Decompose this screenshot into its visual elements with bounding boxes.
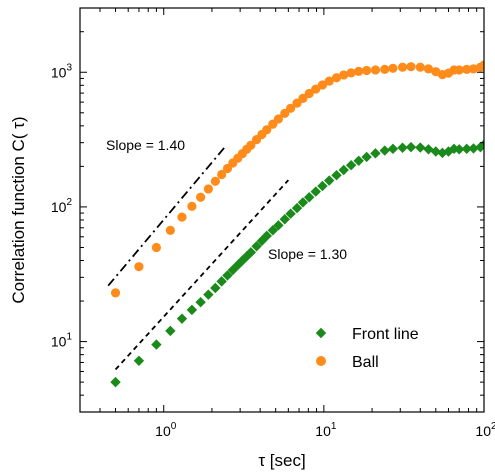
fit-label-slope-1-40: Slope = 1.40 xyxy=(106,137,185,153)
ball-point xyxy=(177,212,187,222)
fit-label-slope-1-30: Slope = 1.30 xyxy=(268,246,347,262)
y-tick-label: 101 xyxy=(51,332,73,350)
front-line-point xyxy=(345,160,357,171)
front-line-point xyxy=(353,155,364,167)
ball-point xyxy=(362,65,372,76)
ball-point xyxy=(479,60,484,70)
front-line-point xyxy=(279,214,290,225)
ball-point xyxy=(462,64,472,74)
front-line-point xyxy=(468,143,479,154)
ball-point xyxy=(380,64,390,74)
ball-point xyxy=(346,68,356,78)
front-line-point xyxy=(379,145,390,156)
ball-point xyxy=(165,225,175,235)
y-tick-label: 102 xyxy=(51,197,73,215)
front-line-point xyxy=(297,197,309,208)
fit-line-slope-1-40 xyxy=(107,145,227,287)
ball-point xyxy=(196,192,206,202)
ball-point xyxy=(262,125,272,135)
ball-point xyxy=(187,201,197,211)
x-tick-label: 102 xyxy=(475,421,495,439)
front-line-point xyxy=(222,270,233,281)
ball-point xyxy=(415,62,425,72)
front-line-point xyxy=(251,241,262,252)
ball-point xyxy=(298,93,308,103)
ball-point xyxy=(246,140,256,150)
ball-point xyxy=(331,73,342,83)
front-line-point xyxy=(397,142,408,153)
legend-marker-front-line xyxy=(315,327,327,339)
front-line-point xyxy=(317,180,328,192)
front-line-point xyxy=(203,289,214,300)
front-line-point xyxy=(310,186,321,197)
front-line-point xyxy=(361,151,372,163)
front-line-point xyxy=(430,146,441,157)
x-tick-label: 101 xyxy=(315,421,337,439)
ball-point xyxy=(304,88,314,99)
ball-point xyxy=(110,288,121,298)
front-line-point xyxy=(453,144,465,155)
front-line-point xyxy=(110,376,121,388)
ball-point xyxy=(273,114,283,124)
ball-point xyxy=(406,62,416,72)
front-line-point xyxy=(261,230,272,242)
ball-point xyxy=(397,62,408,72)
y-axis-label: Correlation function C( τ) xyxy=(9,116,28,303)
front-line-point xyxy=(304,192,315,203)
x-tick-label: 100 xyxy=(155,421,177,439)
ball-point xyxy=(151,242,162,253)
front-line-point xyxy=(232,259,243,271)
front-line-point xyxy=(245,247,257,258)
ball-point xyxy=(388,63,398,73)
ball-point xyxy=(454,65,464,75)
front-line-point xyxy=(151,339,162,350)
legend-marker-ball xyxy=(316,356,326,366)
series-front-line xyxy=(110,139,484,388)
front-line-point xyxy=(195,297,206,308)
front-line-point xyxy=(186,304,198,316)
ball-point xyxy=(324,76,334,86)
front-line-point xyxy=(210,282,221,294)
ball-point xyxy=(339,70,349,80)
legend-label-front-line: Front line xyxy=(352,326,419,343)
ball-point xyxy=(210,176,220,186)
legend-label-ball: Ball xyxy=(352,354,379,371)
ball-point xyxy=(134,262,144,272)
front-line-point xyxy=(291,202,303,214)
x-axis-label: τ [sec] xyxy=(258,451,305,470)
front-line-point xyxy=(448,143,460,155)
y-tick-label: 103 xyxy=(51,62,73,80)
front-line-point xyxy=(415,142,426,153)
ball-point xyxy=(423,64,434,74)
front-line-point xyxy=(267,225,279,236)
ball-point xyxy=(370,65,381,75)
front-line-point xyxy=(216,276,227,287)
front-line-point xyxy=(237,255,248,266)
ball-point xyxy=(317,80,328,90)
front-line-point xyxy=(176,313,188,324)
ball-point xyxy=(354,66,364,76)
front-line-point xyxy=(370,148,381,159)
front-line-point xyxy=(285,208,296,219)
fit-line-slope-1-30 xyxy=(114,179,290,371)
front-line-point xyxy=(324,175,335,186)
ball-point xyxy=(286,103,296,113)
ball-point xyxy=(217,169,227,180)
front-line-point xyxy=(478,139,484,150)
front-line-point xyxy=(405,141,417,153)
ball-point xyxy=(311,84,321,94)
legend: Front line Ball xyxy=(315,326,419,371)
series-ball xyxy=(110,60,484,298)
front-line-point xyxy=(133,355,145,366)
ball-point xyxy=(468,64,479,74)
front-line-point xyxy=(273,220,284,231)
front-line-point xyxy=(461,143,472,155)
front-line-point xyxy=(387,143,399,155)
front-line-point xyxy=(331,170,342,181)
front-line-point xyxy=(338,164,349,176)
ball-point xyxy=(203,184,213,194)
plot-frame xyxy=(79,7,485,413)
front-line-point xyxy=(165,325,176,337)
